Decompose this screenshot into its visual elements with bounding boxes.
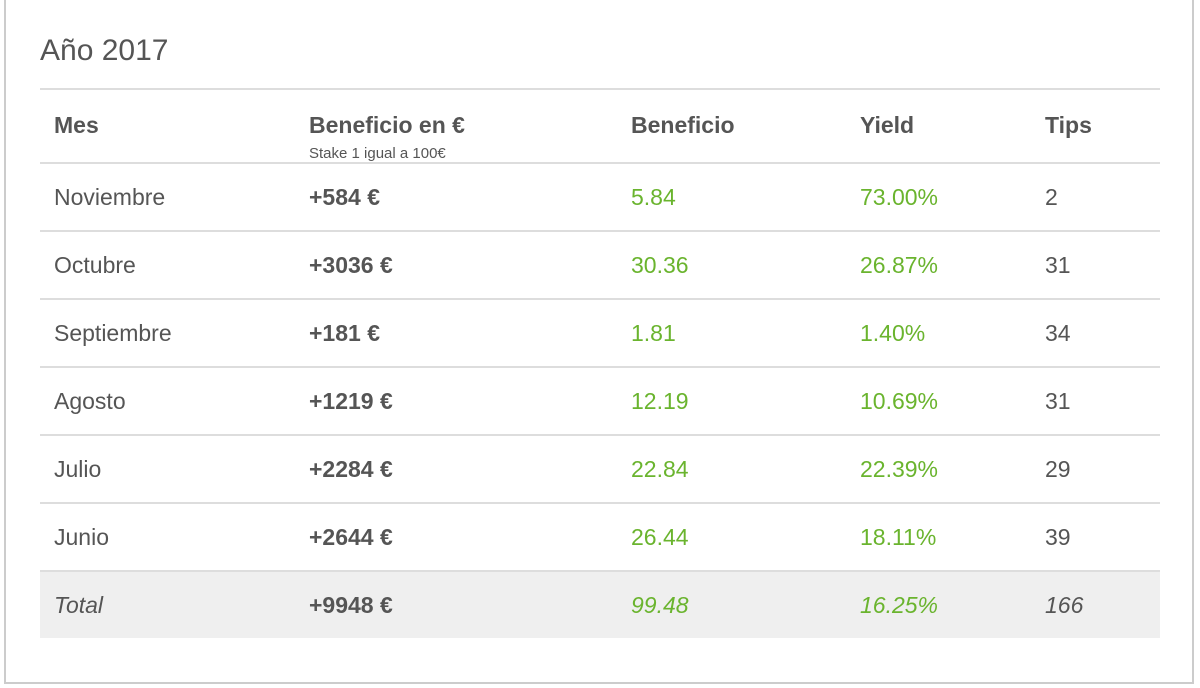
- header-cell: Tips: [1031, 88, 1160, 163]
- cell: 31: [1031, 230, 1160, 299]
- header-cell: Mes: [40, 88, 295, 163]
- header-cell: Beneficio: [617, 88, 846, 163]
- cell: 73.00%: [846, 162, 1031, 231]
- header-cell: Beneficio en € Stake 1 igual a 100€: [295, 88, 617, 163]
- header-text: Beneficio: [631, 112, 735, 138]
- cell: 31: [1031, 366, 1160, 435]
- cell: +181 €: [295, 298, 617, 367]
- header-text: Mes: [54, 112, 99, 138]
- cell: 12.19: [617, 366, 846, 435]
- panel: [4, 0, 1194, 684]
- total-row: Total +9948 €99.48 16.25% 166: [40, 570, 1160, 638]
- row: Julio +2284 €22.84 22.39% 29: [40, 434, 1160, 503]
- cell: +9948 €: [295, 570, 617, 638]
- cell: 2: [1031, 162, 1160, 231]
- header-row: Mes Beneficio en € Stake 1 igual a 100€ Ben…: [40, 88, 1160, 163]
- header-text: Tips: [1045, 112, 1092, 138]
- header-text: Beneficio en €: [309, 112, 465, 138]
- cell: 30.36: [617, 230, 846, 299]
- cell: 16.25%: [846, 570, 1031, 638]
- cell: +2644 €: [295, 502, 617, 571]
- cell: 26.44: [617, 502, 846, 571]
- row: Junio +2644 €26.44 18.11% 39: [40, 502, 1160, 571]
- cell: Total: [40, 570, 295, 638]
- table: Mes Beneficio en € Stake 1 igual a 100€ Ben…: [40, 88, 1160, 638]
- header-text: Yield: [860, 112, 915, 138]
- cell: Noviembre: [40, 162, 295, 231]
- cell: Junio: [40, 502, 295, 571]
- cell: 1.40%: [846, 298, 1031, 367]
- cell: +2284 €: [295, 434, 617, 503]
- cell: Agosto: [40, 366, 295, 435]
- cell: 166: [1031, 570, 1160, 638]
- cell: Septiembre: [40, 298, 295, 367]
- row: Agosto +1219 €12.19 10.69% 31: [40, 366, 1160, 435]
- header-cell: Yield: [846, 88, 1031, 163]
- cell: +1219 €: [295, 366, 617, 435]
- cell: +584 €: [295, 162, 617, 231]
- cell: 10.69%: [846, 366, 1031, 435]
- cell: 18.11%: [846, 502, 1031, 571]
- cell: 34: [1031, 298, 1160, 367]
- cell: 99.48: [617, 570, 846, 638]
- title: Año 2017: [40, 34, 169, 67]
- cell: Octubre: [40, 230, 295, 299]
- cell: 26.87%: [846, 230, 1031, 299]
- cell: 22.39%: [846, 434, 1031, 503]
- cell: 1.81: [617, 298, 846, 367]
- cell: 29: [1031, 434, 1160, 503]
- cell: 22.84: [617, 434, 846, 503]
- row: Septiembre +181 €1.81 1.40% 34: [40, 298, 1160, 367]
- row: Octubre +3036 €30.36 26.87% 31: [40, 230, 1160, 299]
- cell: 5.84: [617, 162, 846, 231]
- cell: +3036 €: [295, 230, 617, 299]
- cell: 39: [1031, 502, 1160, 571]
- cell: Julio: [40, 434, 295, 503]
- row: Noviembre +584 €5.84 73.00% 2: [40, 162, 1160, 231]
- header-note: Stake 1 igual a 100€: [309, 145, 446, 162]
